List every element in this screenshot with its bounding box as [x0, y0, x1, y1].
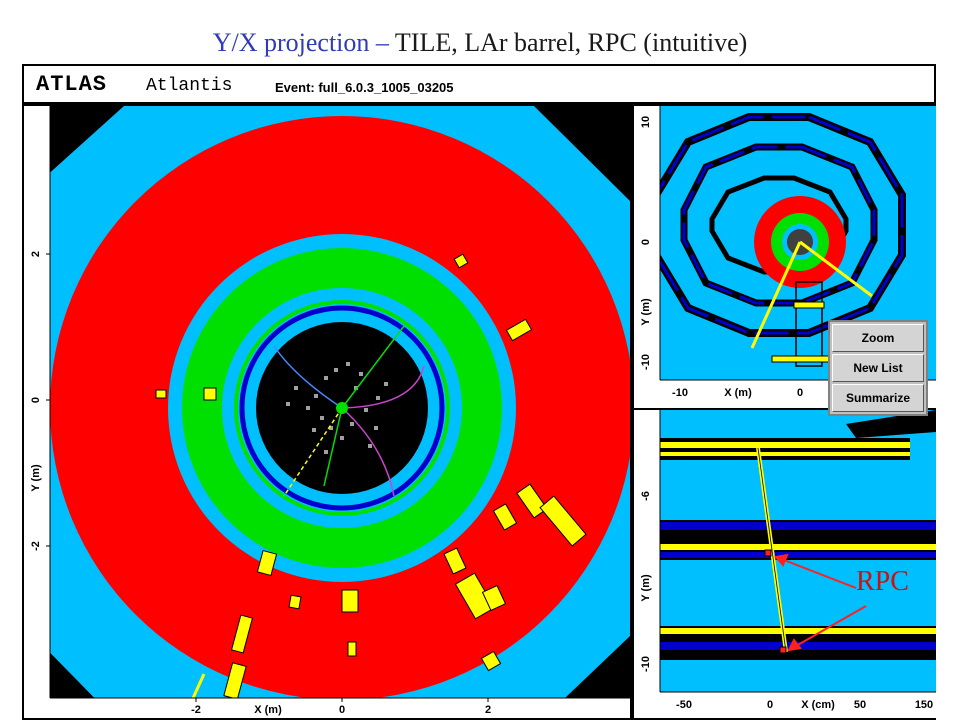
y-tick-label: 0	[640, 239, 652, 245]
x-tick-label: 50	[854, 699, 866, 711]
x-tick-label: 0	[797, 387, 803, 399]
x-tick-label: 0	[339, 704, 345, 716]
context-menu: Zoom New List Summarize	[828, 320, 928, 416]
y-tick-label: -10	[640, 354, 652, 370]
mdt-chamber	[660, 438, 910, 460]
main-detector-canvas[interactable]: 2 0 -2 Y (m) -2 0 2 X (m)	[24, 106, 630, 718]
x-axis-strip	[634, 692, 936, 718]
y-tick-label: -2	[30, 541, 42, 551]
y-axis-strip	[634, 410, 660, 718]
outer-rpc-layer	[654, 115, 904, 335]
tile-cells	[155, 253, 587, 700]
rpc-hit	[764, 549, 772, 557]
app-header: ATLAS Atlantis Event: full_6.0.3_1005_03…	[22, 64, 936, 104]
chamber-blue	[660, 552, 936, 558]
rpc-strip	[660, 544, 936, 550]
vertex	[336, 402, 348, 414]
rpc-strip	[660, 452, 910, 456]
atlantis-window: ATLAS Atlantis Event: full_6.0.3_1005_03…	[22, 64, 936, 720]
main-yx-view[interactable]: 2 0 -2 Y (m) -2 0 2 X (m)	[24, 106, 630, 718]
chamber-blue	[660, 522, 936, 530]
rpc-annotation-label: RPC	[856, 566, 909, 597]
y-axis-label: Y (m)	[640, 298, 652, 326]
zoomed-rpc-view[interactable]: -6 -10 Y (m) -50 0 50 150 X (cm)	[634, 410, 936, 718]
solenoid-ring	[239, 305, 445, 511]
inner-muon-chambers	[709, 175, 849, 275]
middle-rpc-layer	[682, 145, 876, 305]
atlas-logo: ATLAS	[36, 72, 108, 97]
x-axis-label: X (m)	[724, 387, 752, 399]
x-tick-label: -10	[672, 387, 688, 399]
lar-ring	[234, 300, 450, 516]
particle-tracks	[273, 325, 425, 497]
rpc-strip	[660, 628, 936, 634]
y-axis-label: Y (m)	[30, 464, 42, 492]
y-axis-strip	[634, 106, 660, 408]
slide-title-rest: TILE, LAr barrel, RPC (intuitive)	[394, 28, 748, 57]
corner-chamber	[846, 410, 936, 438]
muon-tracks	[750, 240, 873, 349]
menu-item-summarize[interactable]: Summarize	[832, 384, 924, 412]
x-tick-label: 0	[767, 699, 773, 711]
cryostat-ring	[248, 314, 436, 502]
y-tick-label: 0	[30, 397, 42, 403]
annotation-arrows	[774, 553, 867, 652]
corner-chamber	[534, 106, 630, 201]
y-axis-strip	[24, 106, 50, 718]
y-axis-label: Y (m)	[640, 574, 652, 602]
overview-canvas[interactable]: 10 0 -10 Y (m) -10 0 10 X (m)	[634, 106, 936, 408]
x-tick-label: -50	[676, 699, 692, 711]
event-label: Event: full_6.0.3_1005_03205	[275, 80, 454, 95]
y-tick-label: 2	[30, 251, 42, 257]
y-tick-label: -10	[640, 656, 652, 672]
muon-track-core	[757, 447, 787, 653]
menu-item-new-list[interactable]: New List	[832, 354, 924, 382]
zoom-region	[795, 281, 823, 367]
menu-item-zoom[interactable]: Zoom	[832, 324, 924, 352]
rpc-hit	[779, 646, 787, 654]
app-name: Atlantis	[146, 76, 233, 96]
x-axis-label: X (cm)	[801, 699, 835, 711]
x-tick-label: -2	[191, 704, 201, 716]
x-axis-strip	[24, 698, 630, 718]
zoom-canvas[interactable]: -6 -10 Y (m) -50 0 50 150 X (cm)	[634, 410, 936, 718]
y-tick-label: 10	[640, 116, 652, 128]
slide-title-prefix: Y/X projection –	[212, 28, 395, 57]
y-tick-label: -6	[640, 491, 652, 501]
track-hits	[286, 362, 388, 454]
slide-title: Y/X projection – TILE, LAr barrel, RPC (…	[0, 28, 960, 58]
x-tick-label: 150	[915, 699, 933, 711]
x-axis-label: X (m)	[254, 704, 282, 716]
x-tick-label: 2	[485, 704, 491, 716]
rpc-strip	[660, 442, 910, 448]
axis-ticks	[46, 106, 630, 702]
